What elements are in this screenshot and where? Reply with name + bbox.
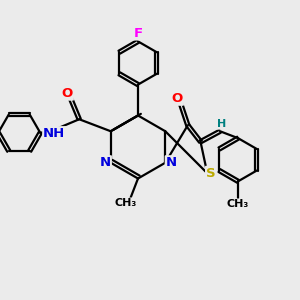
- Text: H: H: [217, 119, 226, 129]
- Text: N: N: [166, 156, 177, 169]
- Text: F: F: [134, 26, 142, 40]
- Text: NH: NH: [43, 127, 65, 140]
- Text: O: O: [61, 87, 73, 100]
- Text: N: N: [100, 156, 111, 169]
- Text: O: O: [172, 92, 183, 105]
- Text: S: S: [206, 167, 216, 180]
- Text: CH₃: CH₃: [227, 200, 249, 209]
- Text: CH₃: CH₃: [115, 198, 137, 208]
